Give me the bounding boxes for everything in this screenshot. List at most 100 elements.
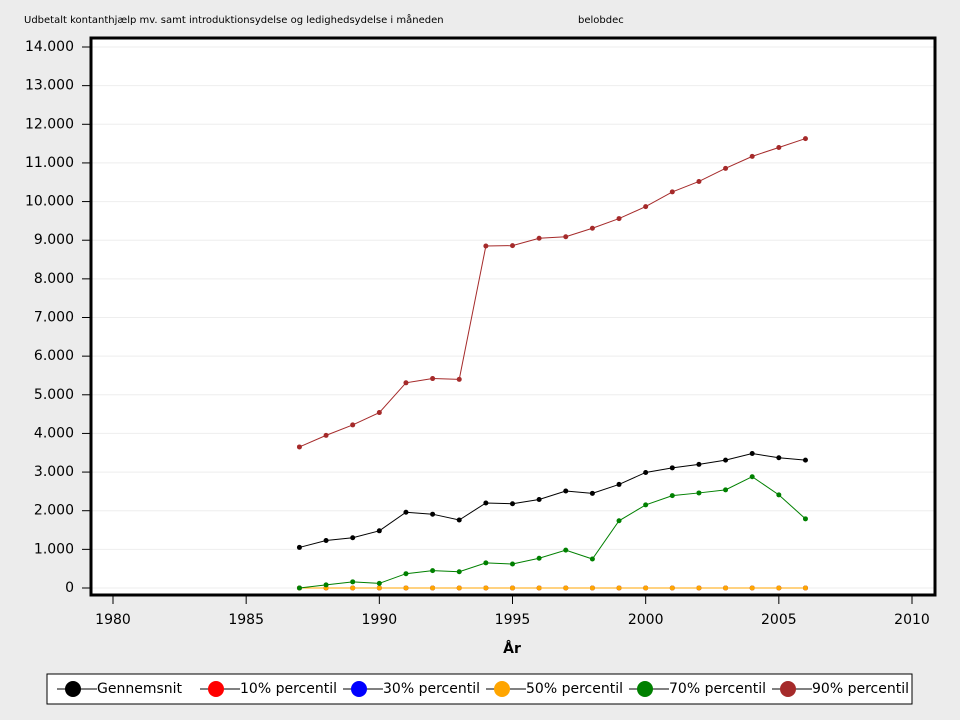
data-point <box>456 517 462 523</box>
plot-area <box>91 38 935 595</box>
data-point <box>643 585 649 591</box>
y-tick-label: 5.000 <box>34 387 74 403</box>
data-point <box>616 481 622 487</box>
data-point <box>802 136 808 142</box>
data-point <box>456 569 462 575</box>
data-point <box>403 509 409 515</box>
data-point <box>350 422 356 428</box>
y-tick-label: 8.000 <box>34 271 74 287</box>
y-tick-label: 14.000 <box>25 39 74 55</box>
data-point <box>376 528 382 534</box>
data-point <box>696 461 702 467</box>
x-tick-label: 1980 <box>95 612 131 628</box>
data-point <box>776 144 782 150</box>
legend-label: 90% percentil <box>812 681 909 697</box>
data-point <box>749 451 755 457</box>
data-point <box>510 585 515 591</box>
data-point <box>483 243 489 249</box>
legend-label: Gennemsnit <box>97 681 183 697</box>
data-point <box>536 585 542 591</box>
data-point <box>403 571 409 577</box>
x-tick-label: 2010 <box>894 612 930 628</box>
data-point <box>430 585 436 591</box>
x-tick-label: 2000 <box>628 612 664 628</box>
y-tick-label: 1.000 <box>34 541 74 557</box>
data-point <box>430 376 436 382</box>
data-point <box>749 153 755 159</box>
data-point <box>669 585 675 591</box>
data-point <box>483 560 489 566</box>
data-point <box>669 189 675 195</box>
data-point <box>802 516 808 522</box>
legend-marker <box>351 681 367 697</box>
x-tick-label: 1990 <box>362 612 398 628</box>
data-point <box>563 547 569 553</box>
data-point <box>563 488 569 494</box>
data-point <box>696 178 702 184</box>
data-point <box>643 502 649 508</box>
data-point <box>749 585 755 591</box>
legend-label: 70% percentil <box>669 681 766 697</box>
data-point <box>776 455 782 461</box>
y-tick-label: 10.000 <box>25 194 74 210</box>
data-point <box>456 585 462 591</box>
data-point <box>589 225 595 231</box>
data-point <box>510 501 515 507</box>
data-point <box>483 500 489 506</box>
series-line <box>299 138 806 448</box>
data-point <box>802 585 808 591</box>
x-axis-title: År <box>503 640 521 657</box>
series-line <box>299 476 806 589</box>
data-point <box>323 432 329 438</box>
data-point <box>776 585 782 591</box>
legend-label: 10% percentil <box>240 681 337 697</box>
y-tick-label: 2.000 <box>34 503 74 519</box>
data-point <box>350 579 356 585</box>
legend-marker <box>780 681 796 697</box>
data-point <box>376 410 382 416</box>
y-tick-label: 11.000 <box>25 155 74 171</box>
data-point <box>776 492 782 498</box>
data-point <box>403 380 409 386</box>
series-line <box>299 453 806 548</box>
y-tick-label: 3.000 <box>34 464 74 480</box>
data-point <box>376 585 382 591</box>
y-tick-label: 7.000 <box>34 310 74 326</box>
data-point <box>296 444 302 450</box>
data-point <box>536 235 542 241</box>
x-tick-label: 2005 <box>761 612 797 628</box>
data-point <box>723 165 729 171</box>
legend-box <box>46 673 913 705</box>
data-point <box>616 518 622 524</box>
data-point <box>749 474 755 480</box>
legend-marker <box>208 681 224 697</box>
data-point <box>589 585 595 591</box>
x-tick-label: 1995 <box>495 612 531 628</box>
y-tick-label: 0 <box>65 580 74 596</box>
data-point <box>536 555 542 561</box>
data-point <box>350 535 356 541</box>
chart-subtitle: belobdec <box>578 15 624 26</box>
data-point <box>403 585 409 591</box>
data-point <box>723 457 729 463</box>
data-point <box>483 585 489 591</box>
y-tick-label: 12.000 <box>25 116 74 132</box>
data-point <box>510 243 515 249</box>
x-tick-label: 1985 <box>228 612 264 628</box>
data-point <box>723 585 729 591</box>
data-point <box>430 511 436 517</box>
data-point <box>589 556 595 562</box>
data-point <box>536 497 542 503</box>
legend-marker <box>494 681 510 697</box>
data-point <box>723 487 729 493</box>
legend-label: 30% percentil <box>383 681 480 697</box>
data-point <box>669 465 675 471</box>
data-point <box>323 537 329 543</box>
data-point <box>616 585 622 591</box>
data-point <box>616 216 622 222</box>
legend-marker <box>65 681 81 697</box>
data-point <box>430 568 436 574</box>
data-point <box>563 585 569 591</box>
data-point <box>669 493 675 499</box>
chart-title: Udbetalt kontanthjælp mv. samt introdukt… <box>24 13 444 26</box>
